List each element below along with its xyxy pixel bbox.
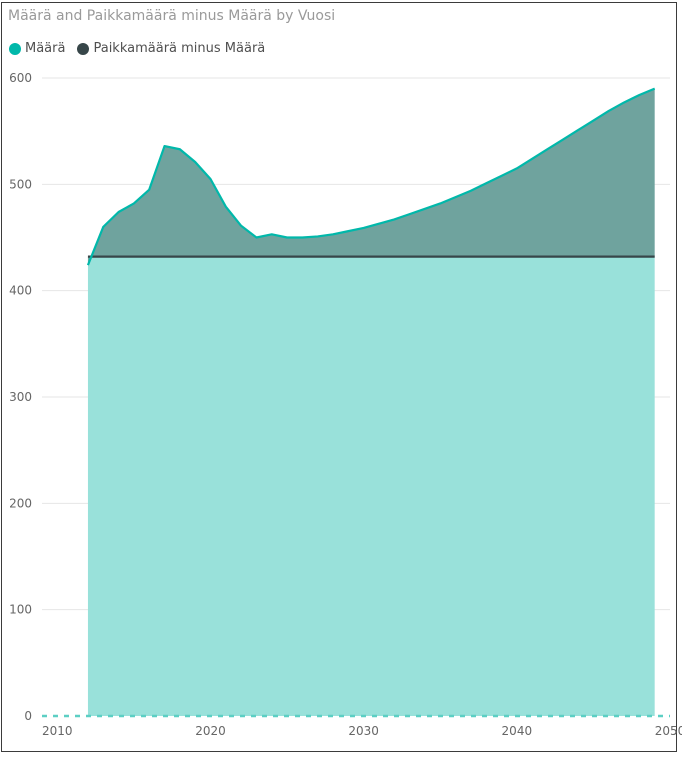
y-axis-ticks: 0 100 200 300 400 500 600: [9, 71, 32, 723]
legend-marker-maara: [9, 42, 21, 55]
x-axis-ticks: 2010 2020 2030 2040 2050: [42, 724, 682, 738]
legend-label-paikkamaara-minus-maara: Paikkamäärä minus Määrä: [93, 41, 266, 56]
chart-legend[interactable]: Määrä Paikkamäärä minus Määrä: [9, 41, 277, 56]
x-tick-label: 2040: [502, 724, 533, 738]
x-tick-label: 2030: [348, 724, 379, 738]
y-tick-label: 500: [9, 177, 32, 191]
legend-item-maara[interactable]: Määrä: [9, 41, 65, 56]
legend-marker-paikkamaara-minus-maara: [77, 42, 90, 55]
y-tick-label: 300: [9, 390, 32, 404]
legend-label-maara: Määrä: [25, 41, 66, 56]
y-tick-label: 600: [9, 71, 32, 85]
area-paikkamaara-minus-maara[interactable]: [87, 88, 655, 266]
legend-item-paikkamaara-minus-maara[interactable]: Paikkamäärä minus Määrä: [77, 41, 265, 56]
area-series[interactable]: [42, 87, 670, 718]
y-tick-label: 200: [9, 496, 32, 510]
y-tick-label: 100: [9, 603, 32, 617]
y-tick-label: 0: [24, 709, 32, 723]
x-tick-label: 2050: [655, 724, 682, 738]
area-maara-base[interactable]: [87, 256, 655, 716]
y-tick-label: 400: [9, 284, 32, 298]
line-maara[interactable]: [86, 87, 656, 266]
x-tick-label: 2020: [195, 724, 226, 738]
x-tick-label: 2010: [42, 724, 73, 738]
chart-title: Määrä and Paikkamäärä minus Määrä by Vuo…: [8, 8, 336, 24]
